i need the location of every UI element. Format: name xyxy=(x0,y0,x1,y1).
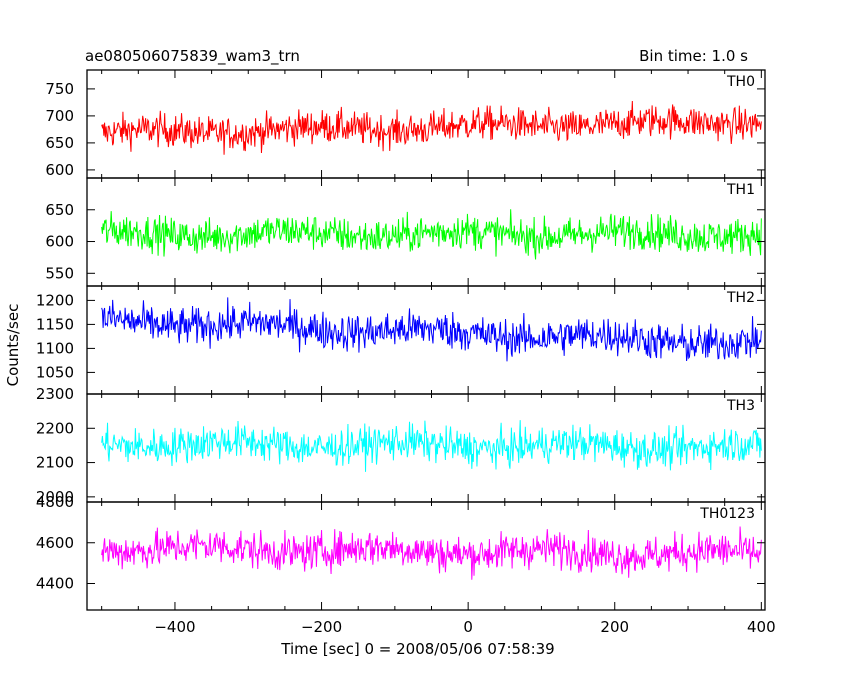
y-tick-label: 2000 xyxy=(36,488,74,506)
panel-label: TH2 xyxy=(726,290,755,306)
x-tick-label: 200 xyxy=(600,618,629,636)
panel-label: TH1 xyxy=(726,182,755,198)
x-tick-label: −400 xyxy=(154,618,195,636)
y-axis-label: Counts/sec xyxy=(4,304,22,387)
panel-frame xyxy=(86,501,766,611)
y-tick-label: 1150 xyxy=(36,315,74,333)
panel-label: TH0 xyxy=(726,74,755,90)
y-tick-label: 2100 xyxy=(36,454,74,472)
panel-label: TH3 xyxy=(726,398,755,414)
panel-label: TH0123 xyxy=(699,506,755,522)
y-tick-label: 1050 xyxy=(36,363,74,381)
y-tick-label: 750 xyxy=(45,80,74,98)
y-tick-label: 2200 xyxy=(36,419,74,437)
panel-th0123: 4400 4600 4800 TH0123 xyxy=(36,493,766,611)
y-tick-label: 1100 xyxy=(36,339,74,357)
panel-th2: 1050 1100 1150 1200 TH2 xyxy=(36,285,766,395)
panel-th0: 600 650 700 750 TH0 xyxy=(45,69,766,179)
series-th0123 xyxy=(101,526,762,580)
y-tick-label: 2300 xyxy=(36,385,74,403)
y-tick-label: 650 xyxy=(45,201,74,219)
x-axis-label: Time [sec] 0 = 2008/05/06 07:58:39 xyxy=(280,640,554,658)
series-th1 xyxy=(101,209,762,260)
series-th0 xyxy=(101,100,762,155)
x-tick-label: 0 xyxy=(463,618,473,636)
y-tick-label: 4600 xyxy=(36,534,74,552)
series-th2 xyxy=(101,297,762,362)
bin-time-label: Bin time: 1.0 s xyxy=(639,47,748,65)
chart-title: ae080506075839_wam3_trn xyxy=(85,47,300,66)
y-tick-label: 4400 xyxy=(36,575,74,593)
y-tick-label: 4800 xyxy=(36,493,74,511)
panel-th1: 550 600 650 TH1 xyxy=(45,177,766,287)
series-th3 xyxy=(101,420,762,472)
y-tick-label: 600 xyxy=(45,233,74,251)
x-tick-label: −200 xyxy=(301,618,342,636)
y-tick-label: 650 xyxy=(45,134,74,152)
y-tick-label: 700 xyxy=(45,107,74,125)
x-axis: −400 −200 0 200 400 xyxy=(154,618,775,636)
y-tick-label: 1200 xyxy=(36,291,74,309)
x-tick-label: 400 xyxy=(747,618,776,636)
y-tick-label: 600 xyxy=(45,161,74,179)
panel-th3: 2000 2100 2200 2300 TH3 xyxy=(36,385,766,506)
y-tick-label: 550 xyxy=(45,264,74,282)
